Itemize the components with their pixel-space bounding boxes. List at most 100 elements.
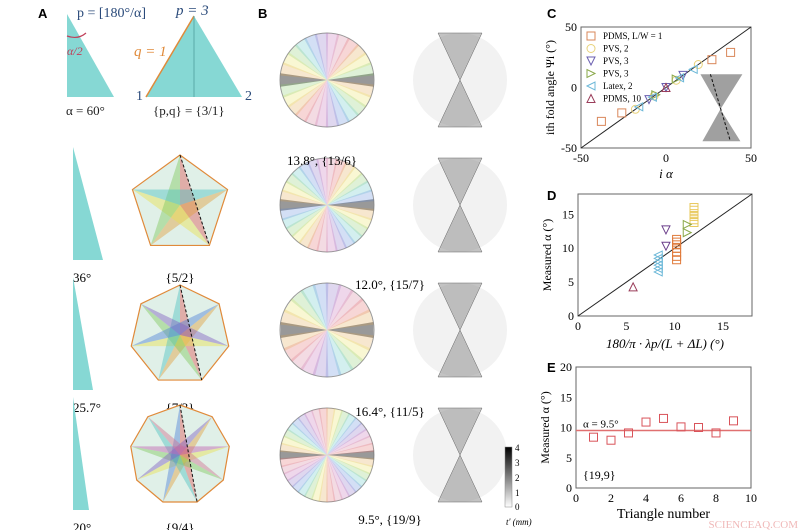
y-tick-label: 50 [565, 20, 577, 34]
fold-wedge [327, 330, 371, 362]
x-tick-label: 0 [573, 491, 579, 505]
thin-triangle [73, 277, 93, 390]
fold-wedge [327, 166, 363, 205]
cb-tick-4: 4 [515, 443, 520, 453]
data-point-circle [693, 60, 703, 70]
data-point-square [711, 428, 721, 438]
fold-wedge [281, 435, 327, 455]
fold-wedge [280, 330, 327, 351]
y-tick-label: 0 [571, 81, 577, 95]
cb-label: t' (mm) [506, 517, 532, 527]
fold-wedge [291, 455, 327, 493]
x-axis-label: 180/π · λp/(L + ΔL) (°) [606, 336, 724, 351]
fold-wedge [281, 455, 327, 475]
fold-wedge [283, 330, 327, 362]
y-tick-label: -50 [561, 141, 577, 155]
fold-wedge [325, 33, 340, 80]
fold-wedge [303, 455, 327, 500]
fold-wedge [304, 34, 327, 80]
fold-wedge [327, 199, 374, 211]
legend-entry: PVS, 2 [603, 44, 629, 54]
b-caption-4: 9.5°, {19/9} [358, 512, 422, 527]
fold-wedge [327, 37, 360, 80]
fold-wedge [280, 205, 327, 221]
x-tick-label: 15 [717, 319, 729, 333]
fold-wedge [280, 442, 327, 455]
fold-wedge [327, 73, 374, 87]
fold-wedge [327, 52, 372, 80]
y-axis-label: Measured α (°) [540, 219, 554, 291]
x-tick-label: 50 [745, 151, 757, 165]
data-point-triangle-up [661, 82, 671, 92]
fold-wedge [291, 417, 327, 455]
star-facet [162, 416, 213, 502]
fold-wedge [326, 408, 336, 455]
fold-wedge [326, 158, 338, 205]
fold-wedge [285, 205, 327, 238]
polygon-outline [130, 404, 230, 503]
x-tick-label: -50 [573, 151, 589, 165]
y-axis-label: ith fold angle Ψi (°) [543, 40, 557, 135]
watermark: SCIENCEAQ.COM [708, 519, 798, 530]
fold-wedge [325, 80, 340, 127]
panel-label-a: A [38, 6, 48, 21]
fold-wedge [327, 321, 374, 339]
data-point-square [586, 31, 596, 41]
y-tick-label: 15 [562, 207, 574, 221]
fold-wedge [298, 161, 327, 205]
fold-wedge [327, 422, 367, 455]
panel-label-b: B [258, 6, 267, 21]
half-triangle [67, 14, 114, 97]
x-tick-label: 10 [669, 319, 681, 333]
fold-wedge [280, 80, 327, 98]
fold-wedge [280, 189, 327, 205]
data-point-triangle-down [586, 56, 596, 67]
fold-wedge [280, 309, 327, 330]
star-facet [180, 405, 198, 502]
data-point-circle [586, 44, 596, 53]
fold-wedge [327, 205, 348, 252]
polygon-outline [130, 284, 230, 381]
fold-wedge [327, 455, 374, 468]
fold-wedge [327, 205, 372, 230]
fold-wedge [318, 408, 328, 455]
vertex-2: 2 [245, 89, 252, 104]
star-facet [136, 416, 213, 480]
vertex-1: 1 [136, 89, 143, 104]
data-point-square [641, 417, 651, 427]
fold-wedge [327, 455, 351, 500]
data-point-triangle-down [661, 241, 671, 252]
fold-wedge [283, 455, 327, 482]
star-facet [130, 446, 224, 480]
b-row [279, 32, 507, 128]
fold-wedge [318, 455, 328, 502]
thickness-map [437, 407, 483, 503]
panel-label-e: E [547, 360, 556, 375]
fold-wedge [312, 330, 329, 377]
chart-c: -50 0 50 -50 0 50 i α ith fold angle Ψi (°) PDMS… [543, 20, 757, 181]
star-facet [180, 285, 202, 381]
data-point-square [624, 428, 633, 438]
fold-wedge [327, 408, 343, 455]
q-edge [145, 15, 195, 98]
data-point-square [689, 203, 699, 213]
fold-wedge [327, 62, 374, 80]
y-tick-label: 0 [566, 481, 572, 495]
fold-wedge [280, 450, 327, 460]
fold-wedge [327, 44, 367, 80]
fold-wedge [327, 161, 356, 205]
fold-wedge [325, 283, 342, 330]
fold-wedge [327, 417, 363, 455]
legend-entry: PVS, 3 [603, 56, 629, 66]
b-caption-3: 16.4°, {11/5} [355, 404, 425, 419]
fold-wedge [327, 80, 372, 108]
fold-wedge [290, 330, 327, 371]
x-tick-label: 5 [623, 319, 629, 333]
colorbar: 4 3 2 1 0 t' (mm) [504, 443, 532, 527]
y-tick-label: 20 [560, 360, 572, 374]
data-point-triangle-up [628, 281, 638, 292]
mean-annotation: α = 9.5° [583, 419, 619, 431]
fold-wedge [327, 455, 371, 482]
fold-wedge [316, 205, 328, 252]
